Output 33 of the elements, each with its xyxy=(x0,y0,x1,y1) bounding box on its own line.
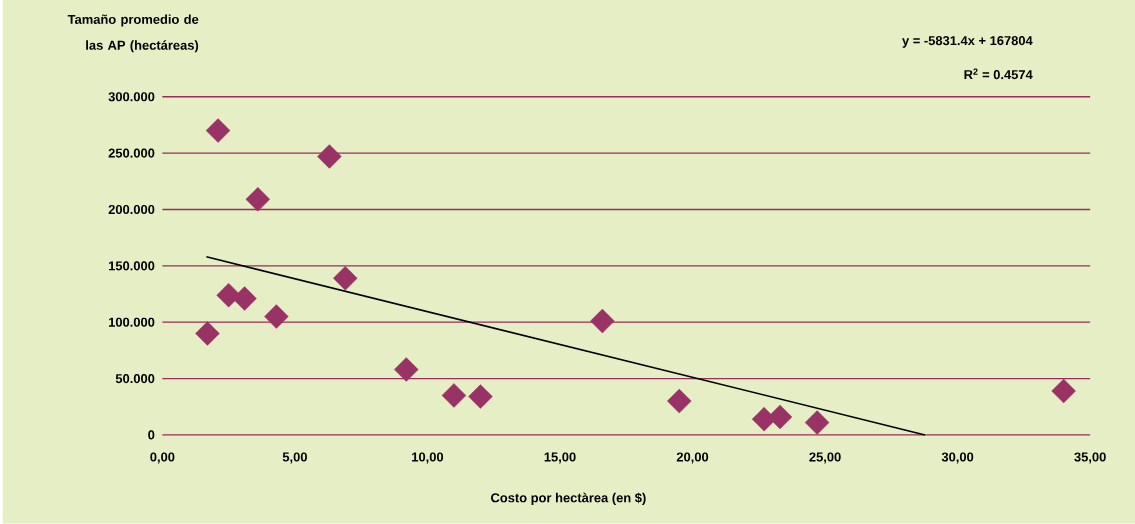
x-tick-label: 0,00 xyxy=(150,452,175,464)
x-tick-label: 35,00 xyxy=(1074,452,1106,464)
x-tick-label: 5,00 xyxy=(282,452,307,464)
point xyxy=(667,389,692,414)
point xyxy=(264,304,289,329)
y-tick-label: 100.000 xyxy=(108,317,155,327)
text: y = -5831.4x + 167804 xyxy=(902,36,1033,48)
point xyxy=(195,321,220,346)
point xyxy=(804,410,830,435)
text: R$^{2}$ = 0.4574 xyxy=(964,68,1033,80)
y-tick-label: 250.000 xyxy=(108,148,155,158)
point xyxy=(317,144,342,169)
y-tick-label: 200.000 xyxy=(108,205,155,215)
x-tick-label: 10,00 xyxy=(412,452,444,464)
point xyxy=(394,357,419,382)
y-tick-label: 50.000 xyxy=(115,374,155,384)
point xyxy=(205,118,231,143)
point xyxy=(441,383,467,408)
x-tick-label: 30,00 xyxy=(941,452,974,464)
y-axis-title: Tamaño promedio de las AP (hectáreas) xyxy=(67,14,199,53)
point xyxy=(590,309,615,334)
x-tick-label: 15,00 xyxy=(544,452,576,464)
x-tick-label: 25,00 xyxy=(809,452,841,464)
point xyxy=(245,187,270,212)
point xyxy=(333,266,358,291)
point xyxy=(1051,378,1076,404)
x-axis-title: Costo por hectàrea (en $) xyxy=(491,492,646,506)
y-tick-label: 150.000 xyxy=(108,261,155,271)
y-tick-label: 300.000 xyxy=(108,92,155,102)
y-tick-label: 0 xyxy=(148,430,155,440)
point xyxy=(468,384,493,409)
point xyxy=(232,286,257,311)
x-tick-label: 20,00 xyxy=(676,452,709,464)
